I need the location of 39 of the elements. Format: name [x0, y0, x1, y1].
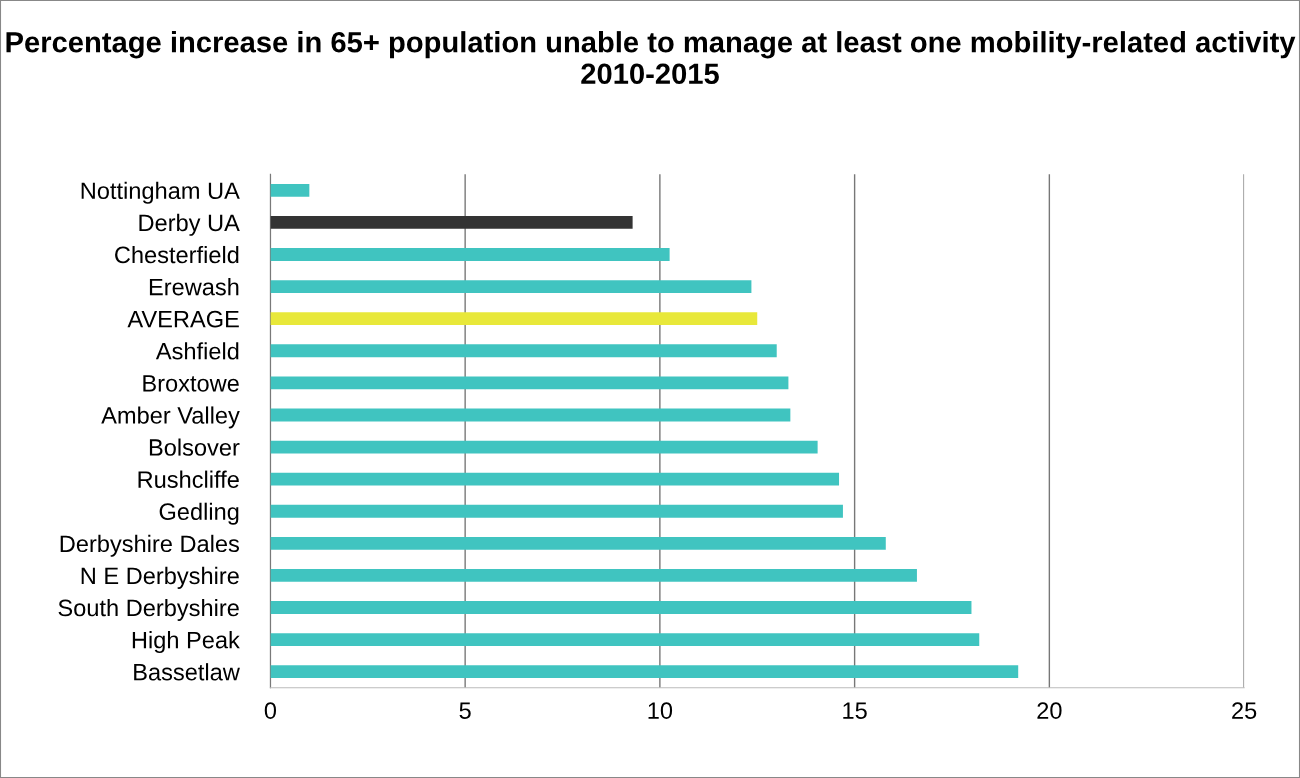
x-tick-label: 15 [843, 702, 867, 719]
bar [270, 183, 310, 197]
y-tick-label: Chesterfield [115, 245, 239, 264]
y-tick-label: N E Derbyshire [81, 566, 239, 589]
bar [270, 665, 1019, 679]
x-tick-label: 20 [1037, 702, 1062, 719]
y-tick-label: Bolsover [149, 438, 240, 456]
y-tick-label: Gedling [159, 502, 239, 525]
bar [270, 344, 777, 358]
bar [270, 569, 917, 582]
x-tick-label: 10 [648, 702, 673, 719]
y-tick-label: Broxtowe [143, 375, 239, 392]
bar [270, 312, 758, 326]
y-tick-label: AVERAGE [127, 310, 239, 328]
x-tick-label: 5 [459, 702, 471, 719]
y-tick-label: Bassetlaw [134, 663, 240, 681]
x-tick-label: 0 [264, 702, 277, 719]
y-tick-label: Ashfield [155, 342, 239, 360]
bar [270, 472, 840, 486]
bar [270, 408, 791, 422]
x-tick-label: 25 [1232, 702, 1257, 719]
bar [270, 633, 980, 647]
y-tick-label: Nottingham UA [81, 181, 240, 204]
bar [270, 536, 886, 550]
y-tick-label: South Derbyshire [58, 598, 239, 621]
chart-title: Percentage increase in 65+ population unable to manage at least one mobility-related activity 2010-2015 [6, 31, 1296, 85]
y-tick-label: Rushcliffe [138, 470, 239, 488]
bar [270, 215, 633, 229]
bar [270, 376, 789, 390]
bar [270, 248, 670, 261]
y-tick-label: Amber Valley [101, 406, 240, 429]
bar [270, 280, 752, 294]
y-tick-label: High Peak [132, 631, 240, 654]
y-tick-label: Derby UA [139, 213, 240, 236]
y-tick-label: Erewash [149, 278, 239, 296]
bar [270, 440, 818, 454]
y-tick-label: Derbyshire Dales [60, 534, 239, 557]
bar [270, 601, 972, 614]
bar [270, 504, 843, 518]
